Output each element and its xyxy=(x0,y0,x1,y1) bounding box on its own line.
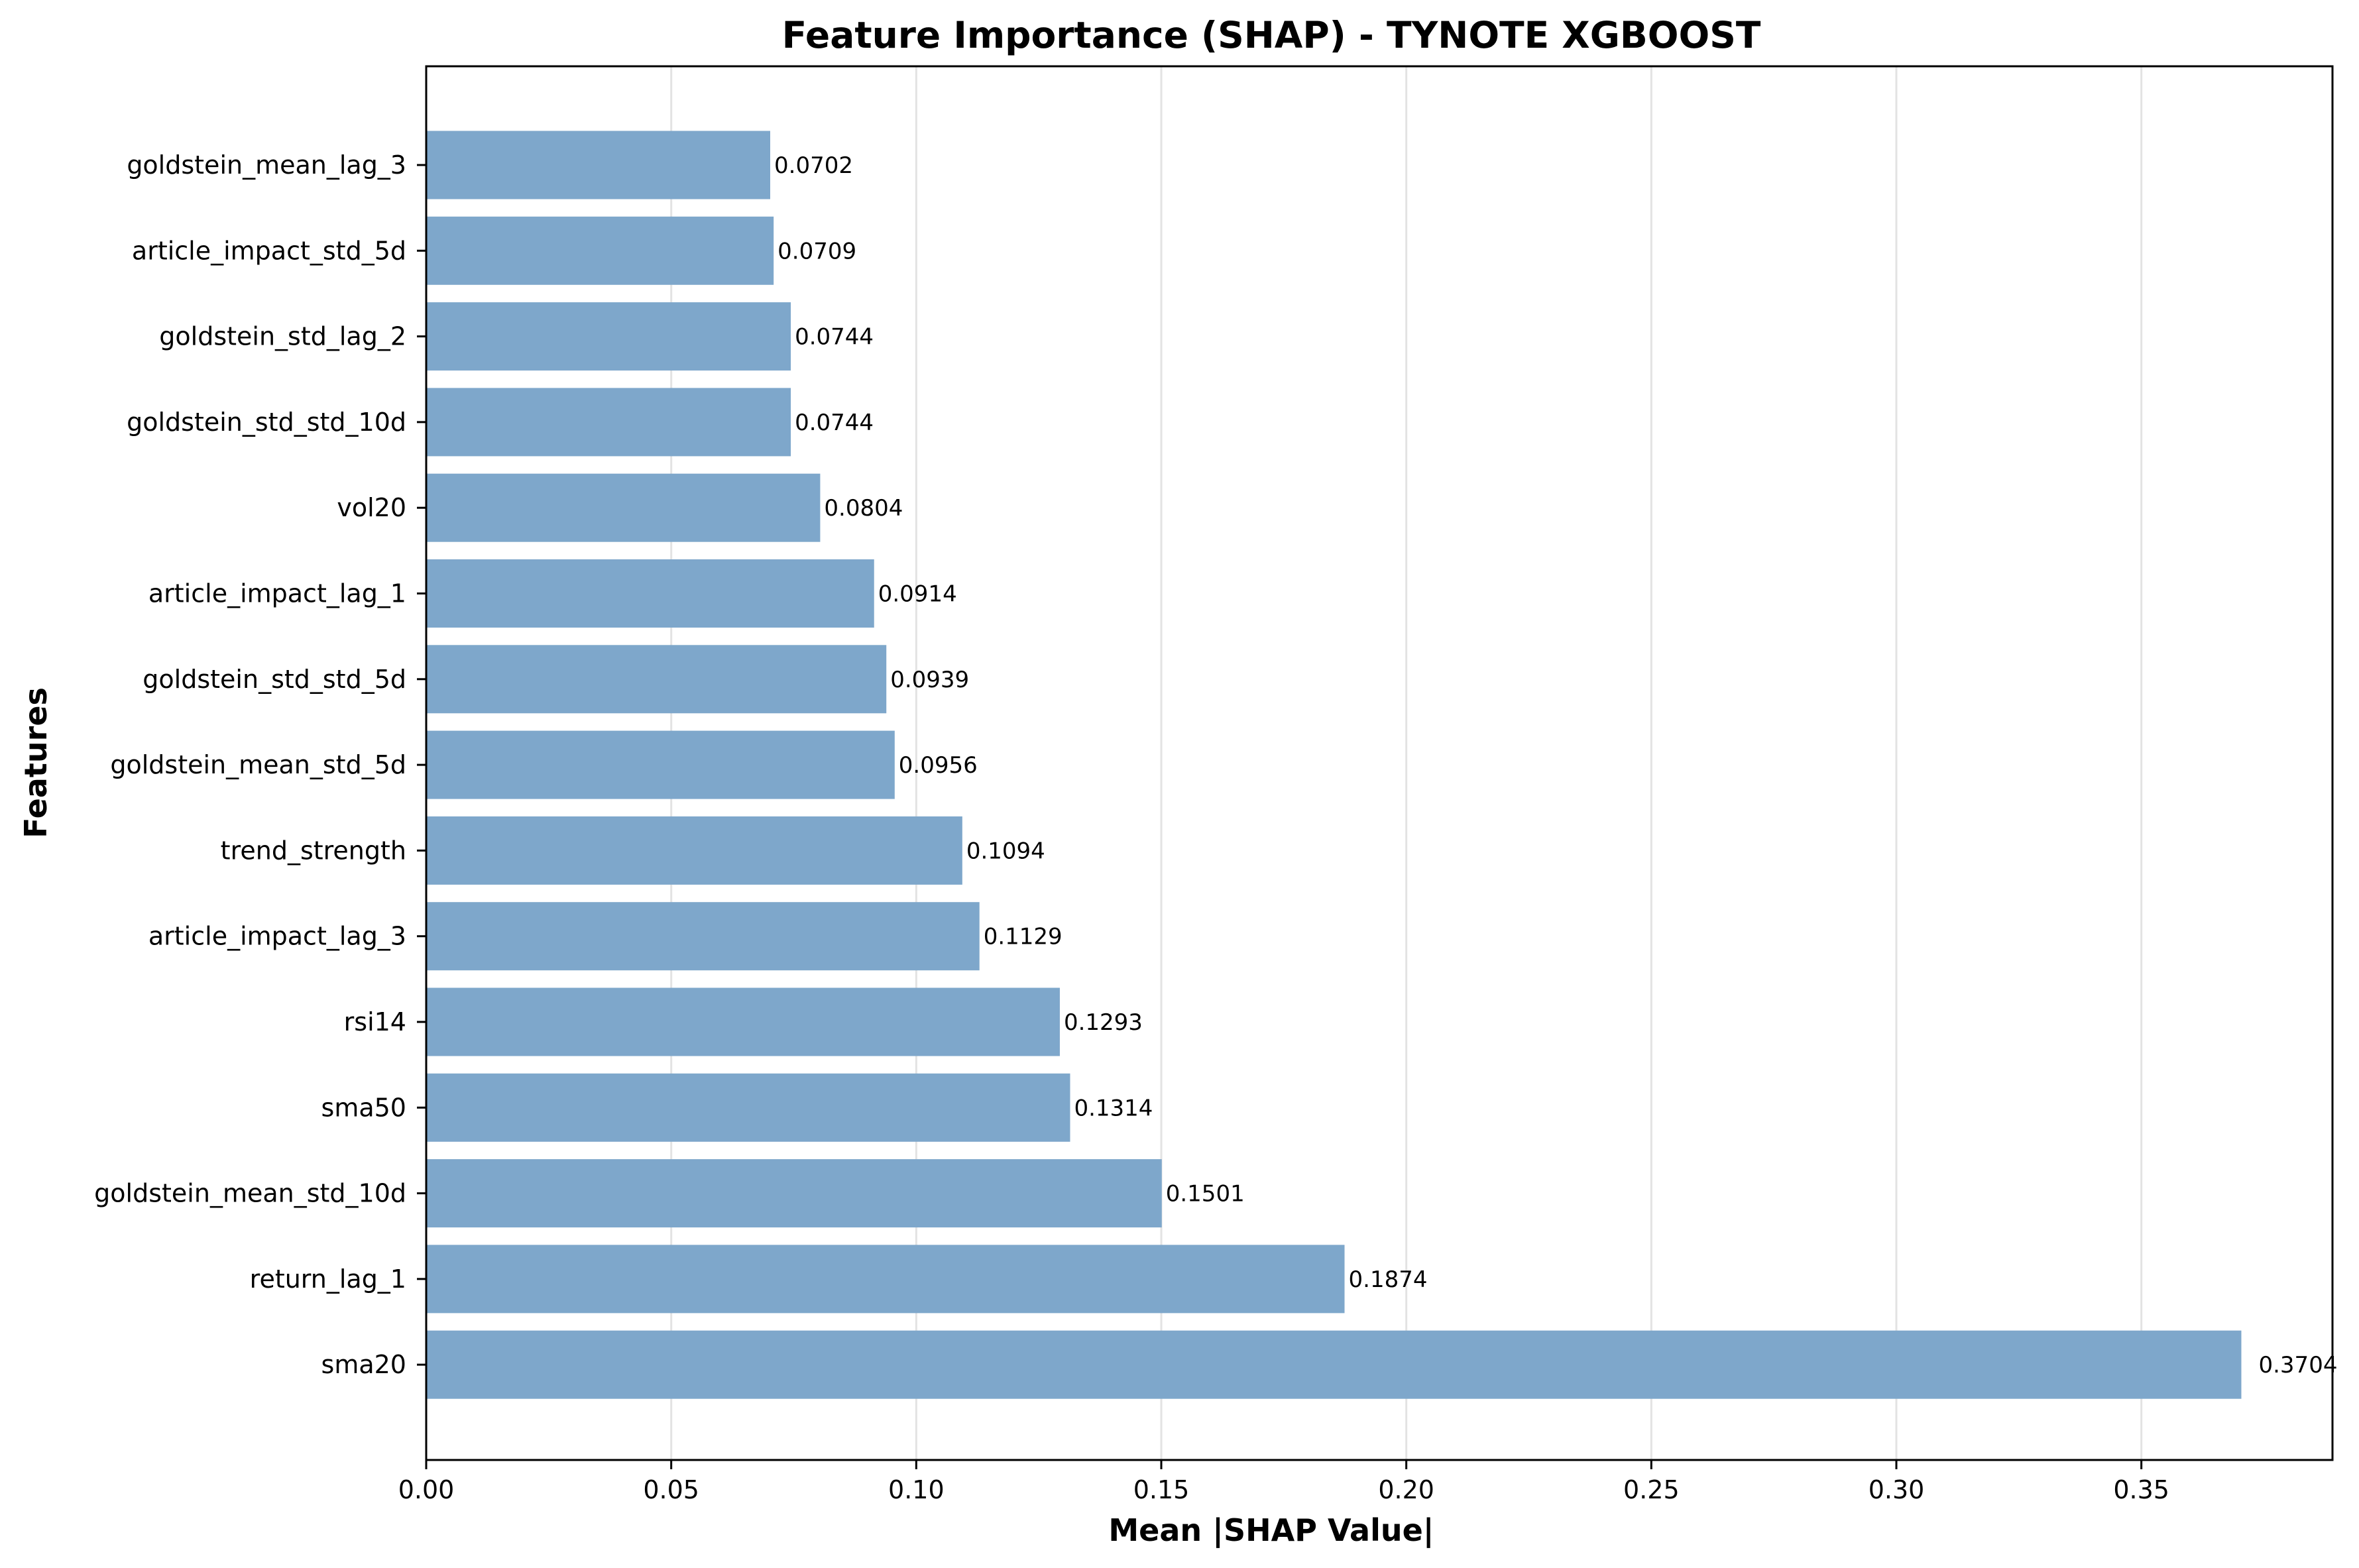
bar xyxy=(426,645,887,714)
data-label: 0.0804 xyxy=(824,495,903,522)
y-tick-label: sma50 xyxy=(321,1093,406,1122)
data-label: 0.0914 xyxy=(878,581,957,608)
data-label: 0.1874 xyxy=(1349,1266,1428,1293)
y-tick-label: trend_strength xyxy=(221,836,406,865)
y-tick-label: article_impact_lag_1 xyxy=(148,579,406,608)
y-tick-label: goldstein_std_std_10d xyxy=(127,408,406,437)
y-tick-label: goldstein_mean_lag_3 xyxy=(127,150,406,180)
x-tick-label: 0.05 xyxy=(643,1475,699,1504)
y-tick-label: goldstein_std_std_5d xyxy=(143,665,406,694)
y-axis-label: Features xyxy=(18,687,54,838)
y-tick-label: goldstein_mean_std_10d xyxy=(94,1179,406,1208)
bar xyxy=(426,473,821,542)
x-tick-label: 0.20 xyxy=(1378,1475,1434,1504)
y-tick-label: article_impact_std_5d xyxy=(132,236,406,265)
data-label: 0.1293 xyxy=(1064,1009,1143,1036)
chart-title: Feature Importance (SHAP) - TYNOTE XGBOO… xyxy=(782,14,1761,56)
bar xyxy=(426,131,771,199)
bar xyxy=(426,1245,1345,1314)
x-tick-label: 0.00 xyxy=(398,1475,455,1504)
x-tick-label: 0.25 xyxy=(1623,1475,1680,1504)
x-tick-label: 0.10 xyxy=(888,1475,945,1504)
data-label: 0.0744 xyxy=(795,324,874,351)
y-tick-label: rsi14 xyxy=(344,1007,406,1036)
y-axis-ticks: goldstein_mean_lag_3 article_impact_std_5… xyxy=(94,150,426,1379)
data-label: 0.3704 xyxy=(2258,1352,2337,1378)
y-tick-label: goldstein_std_lag_2 xyxy=(159,322,406,351)
data-labels: 0.0702 0.0709 0.0744 0.0744 0.0804 0.0914 0.09… xyxy=(774,152,2337,1378)
data-label: 0.1094 xyxy=(966,838,1045,864)
y-tick-label: article_impact_lag_3 xyxy=(148,922,406,951)
data-label: 0.1501 xyxy=(1166,1181,1245,1207)
bar xyxy=(426,816,962,885)
data-label: 0.0744 xyxy=(795,410,874,436)
x-tick-label: 0.30 xyxy=(1869,1475,1925,1504)
plot-area-frame xyxy=(425,65,2334,1461)
bar xyxy=(426,1330,2242,1399)
x-tick-label: 0.15 xyxy=(1133,1475,1190,1504)
bar xyxy=(426,902,980,971)
bar xyxy=(426,302,791,371)
data-label: 0.0939 xyxy=(890,667,969,693)
y-tick-label: goldstein_mean_std_5d xyxy=(110,750,406,779)
x-axis-ticks: 0.00 0.05 0.10 0.15 0.20 0.25 0.30 0.35 xyxy=(398,1460,2169,1504)
data-label: 0.1129 xyxy=(984,924,1063,950)
y-tick-label: return_lag_1 xyxy=(250,1264,406,1294)
bar xyxy=(426,388,791,457)
bar xyxy=(426,987,1060,1056)
bar xyxy=(426,1159,1162,1228)
data-label: 0.0956 xyxy=(899,752,978,779)
data-label: 0.1314 xyxy=(1074,1095,1153,1121)
data-label: 0.0702 xyxy=(774,152,853,179)
bars xyxy=(426,131,2242,1399)
y-tick-label: sma20 xyxy=(321,1350,406,1379)
bar xyxy=(426,559,874,628)
bar xyxy=(426,216,774,285)
data-label: 0.0709 xyxy=(777,238,856,264)
bar xyxy=(426,730,895,799)
x-axis-label: Mean |SHAP Value| xyxy=(1108,1512,1434,1549)
bar xyxy=(426,1073,1070,1142)
y-tick-label: vol20 xyxy=(337,493,406,522)
x-tick-label: 0.35 xyxy=(2113,1475,2169,1504)
